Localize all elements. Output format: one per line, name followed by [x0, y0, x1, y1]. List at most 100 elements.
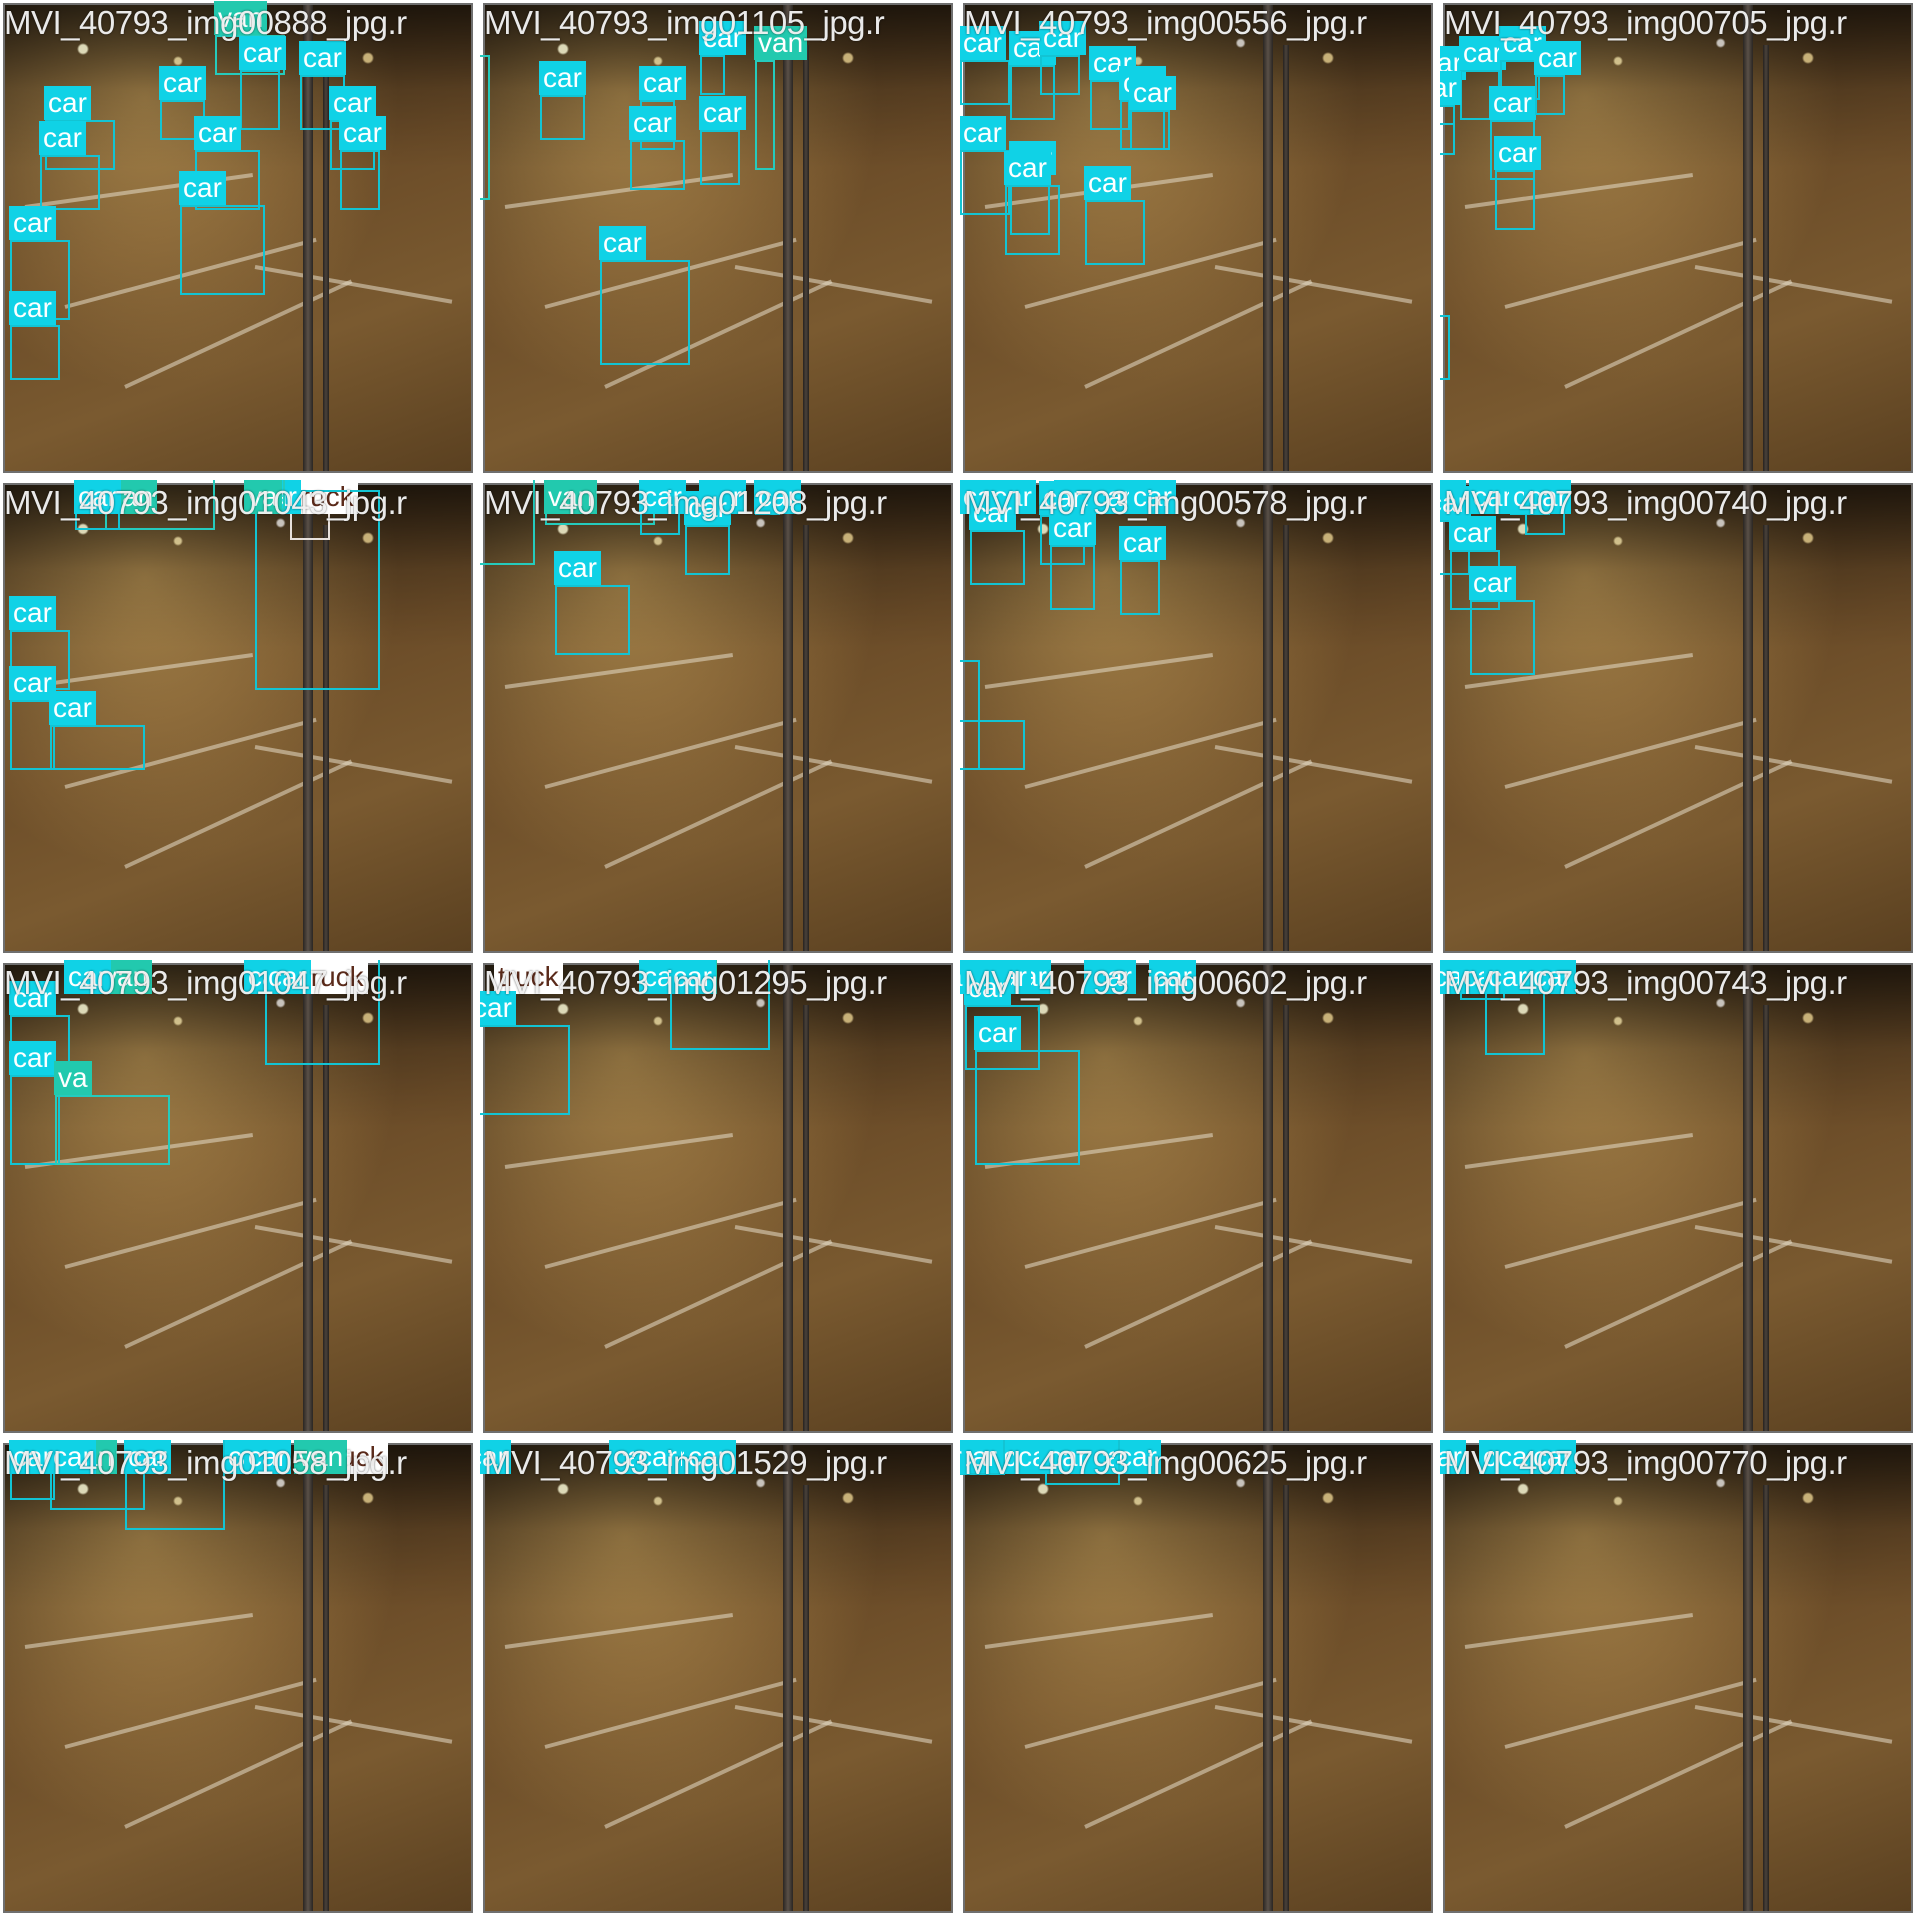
detection-label: car	[1484, 960, 1531, 994]
detection-label: car	[480, 1440, 511, 1474]
detection-label: car	[1524, 480, 1571, 514]
detection-box-car	[1050, 545, 1095, 610]
street-scene-photo	[3, 1443, 473, 1913]
detection-label: car	[49, 1440, 96, 1474]
detection-box-car	[265, 960, 380, 1065]
street-scene-photo	[963, 1443, 1433, 1913]
road-marking	[1564, 1239, 1793, 1349]
detection-label: car	[194, 116, 241, 150]
detection-label: car	[974, 1016, 1021, 1050]
street-pole	[1763, 525, 1769, 951]
city-lights	[1485, 505, 1865, 565]
road-marking	[734, 1225, 933, 1264]
detection-label: car	[629, 106, 676, 140]
street-pole	[1283, 525, 1289, 951]
street-pole	[303, 485, 313, 951]
detection-label: car	[299, 41, 346, 75]
street-scene-photo	[1443, 3, 1913, 473]
detection-label: car	[1459, 36, 1506, 70]
road-marking	[984, 1613, 1214, 1649]
city-lights	[45, 505, 425, 565]
street-scene-photo	[963, 963, 1433, 1433]
detection-box-car	[1040, 55, 1080, 95]
detection-box-car	[555, 585, 630, 655]
detection-label: car	[699, 96, 746, 130]
detection-label: car	[9, 206, 56, 240]
tile-filename: MVI_40793_img00743_jpg.r	[1444, 964, 1847, 1001]
road-marking	[604, 759, 833, 869]
tile-filename: MVI_40793_img01047_jpg.r	[4, 964, 407, 1001]
road-marking	[1694, 1225, 1893, 1264]
mosaic-tile: carcarcarcarcarcarcarcarcarcarcarcarcarc…	[960, 960, 1440, 1440]
detection-label: car	[1084, 166, 1131, 200]
detection-box-car	[600, 260, 690, 365]
detection-label: car	[554, 551, 601, 585]
detection-label: car	[964, 971, 1011, 1005]
tile-filename: MVI_40793_img00888_jpg.r	[4, 4, 407, 41]
detection-label: van	[214, 1, 268, 35]
street-pole	[783, 965, 793, 1431]
mosaic-tile: carcarcarcarcarcarcarcarcarcarcarcarcarc…	[1440, 960, 1920, 1440]
street-pole	[803, 525, 809, 951]
detection-label: car	[1089, 1440, 1136, 1474]
road-marking	[604, 1719, 833, 1829]
detection-label: car	[9, 666, 56, 700]
detection-label: car	[1044, 1440, 1091, 1474]
detection-box-car	[960, 150, 1010, 215]
road-marking	[1084, 1719, 1313, 1829]
street-pole	[1743, 1445, 1753, 1911]
detection-box-car	[480, 1025, 570, 1115]
detection-box-car	[975, 1050, 1080, 1165]
road-marking	[1694, 265, 1893, 304]
mosaic-tile: van car car car car car car car car car car car MVI_…	[0, 0, 480, 480]
detection-label: car	[1119, 526, 1166, 560]
detection-box-car	[685, 525, 730, 575]
detection-box-car	[180, 205, 265, 295]
detection-label: car	[684, 1440, 731, 1474]
detection-label: car	[480, 991, 516, 1025]
detection-label: car	[639, 480, 686, 514]
detection-box-car	[540, 95, 585, 140]
detection-label: car	[599, 226, 646, 260]
detection-label: car	[969, 496, 1016, 530]
detection-box-car	[40, 155, 100, 210]
detection-label: car	[1089, 960, 1136, 994]
detection-label: car	[9, 596, 56, 630]
detection-label: car	[1089, 480, 1136, 514]
detection-label: car	[39, 121, 86, 155]
street-pole	[1763, 1485, 1769, 1911]
detection-label: car	[264, 960, 311, 994]
detection-box-car	[700, 55, 725, 95]
detection-label: va	[244, 480, 282, 514]
street-pole	[323, 1485, 329, 1911]
street-pole	[323, 45, 329, 471]
detection-label: car	[1004, 151, 1051, 185]
road-marking	[254, 265, 453, 304]
mosaic-tile: vancarcartruckcarcarcarvaMVI_40793_img01…	[0, 960, 480, 1440]
detection-box-car	[960, 1440, 1005, 1475]
road-marking	[504, 653, 734, 689]
detection-box-car	[125, 1440, 225, 1530]
detection-label: car	[960, 26, 1006, 60]
detection-box-car	[255, 490, 380, 690]
street-pole	[1743, 965, 1753, 1431]
city-lights	[525, 1465, 905, 1525]
mosaic-tile: carcarcarcarcarcarcarcarcarcarcarcarcarc…	[1440, 480, 1920, 960]
detection-box-van	[55, 1095, 170, 1165]
mosaic-tile: truckvanvanvancarcarcarcarMVI_40793_img0…	[480, 960, 960, 1440]
detection-label: car	[1039, 21, 1086, 55]
detection-box-car	[10, 325, 60, 380]
road-marking	[1214, 1225, 1413, 1264]
street-pole	[783, 1445, 793, 1911]
tile-filename: MVI_40793_img01208_jpg.r	[484, 484, 887, 521]
detection-label: car	[634, 1440, 681, 1474]
detection-label: car	[1149, 960, 1196, 994]
tile-filename: MVI_40793_img00602_jpg.r	[964, 964, 1367, 1001]
city-lights	[1005, 985, 1385, 1045]
detection-box-car	[965, 1005, 1040, 1070]
street-scene-photo	[1443, 483, 1913, 953]
detection-label: car	[9, 1440, 56, 1474]
mosaic-tile: carcarcarcarcarcarcarcarMVI_40793_img015…	[480, 1440, 960, 1920]
street-pole	[1283, 1005, 1289, 1431]
city-lights	[1485, 1465, 1865, 1525]
